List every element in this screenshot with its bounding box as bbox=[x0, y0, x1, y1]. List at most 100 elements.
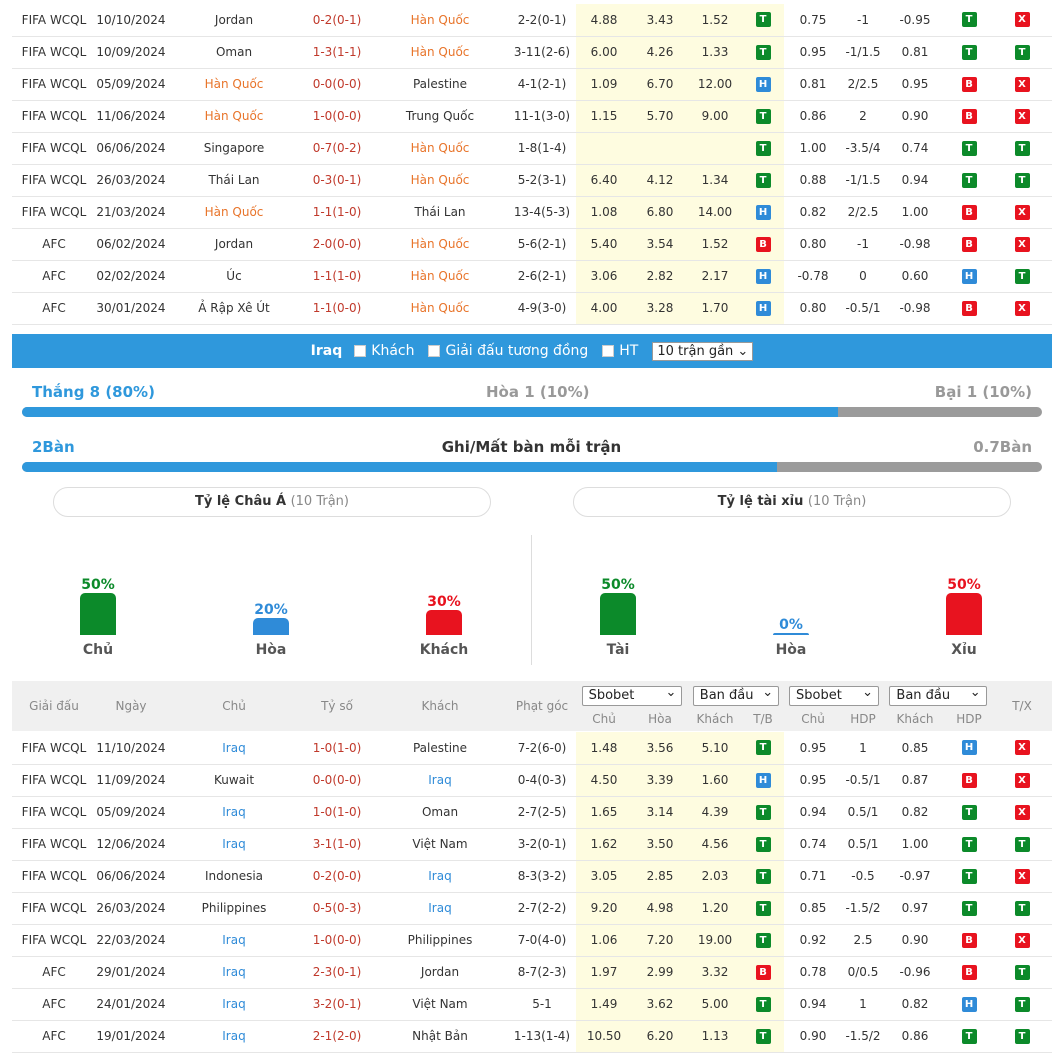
home-team[interactable]: Ả Rập Xê Út bbox=[166, 292, 302, 325]
ah-home: 0.81 bbox=[784, 68, 842, 101]
match-row: FIFA WCQL 22/03/2024 Iraq 1-0(0-0) Philippin… bbox=[12, 924, 1052, 957]
win-stat: Thắng 8 (80%) bbox=[32, 383, 155, 401]
home-team[interactable]: Thái Lan bbox=[166, 164, 302, 197]
ah-type-select[interactable]: Ban đầu bbox=[889, 684, 987, 706]
odds-away-text: 4.39 bbox=[701, 805, 729, 819]
score[interactable]: 1-0(1-0) bbox=[302, 732, 372, 765]
away-team[interactable]: Hàn Quốc bbox=[372, 132, 508, 165]
score[interactable]: 0-0(0-0) bbox=[302, 764, 372, 797]
away-team[interactable]: Iraq bbox=[372, 860, 508, 893]
home-team[interactable]: Jordan bbox=[166, 4, 302, 37]
score[interactable]: 2-1(2-0) bbox=[302, 1020, 372, 1053]
home-team[interactable]: Hàn Quốc bbox=[166, 68, 302, 101]
home-team[interactable]: Philippines bbox=[166, 892, 302, 925]
score[interactable]: 0-3(0-1) bbox=[302, 164, 372, 197]
score[interactable]: 1-0(0-0) bbox=[302, 924, 372, 957]
score[interactable]: 1-1(1-0) bbox=[302, 260, 372, 293]
ou-result: T bbox=[992, 36, 1052, 69]
corners-text: 0-4(0-3) bbox=[517, 773, 567, 787]
same-league-checkbox[interactable] bbox=[428, 345, 441, 357]
home-team[interactable]: Hàn Quốc bbox=[166, 100, 302, 133]
away-team[interactable]: Iraq bbox=[372, 892, 508, 925]
over-under-tab[interactable]: Tỷ lệ tài xỉu (10 Trận) bbox=[573, 487, 1011, 517]
score[interactable]: 1-1(1-0) bbox=[302, 196, 372, 229]
ht-label: HT bbox=[619, 343, 639, 359]
score[interactable]: 1-0(1-0) bbox=[302, 796, 372, 829]
score[interactable]: 3-2(0-1) bbox=[302, 988, 372, 1021]
home-team[interactable]: Iraq bbox=[166, 956, 302, 989]
home-team[interactable]: Úc bbox=[166, 260, 302, 293]
home-team[interactable]: Kuwait bbox=[166, 764, 302, 797]
home-team-text: Indonesia bbox=[204, 869, 264, 883]
away-team[interactable]: Thái Lan bbox=[372, 196, 508, 229]
score[interactable]: 1-1(0-0) bbox=[302, 292, 372, 325]
score[interactable]: 3-1(1-0) bbox=[302, 828, 372, 861]
away-checkbox[interactable] bbox=[354, 345, 367, 357]
score[interactable]: 1-3(1-1) bbox=[302, 36, 372, 69]
away-team[interactable]: Hàn Quốc bbox=[372, 36, 508, 69]
ah-result-badge: H bbox=[961, 996, 977, 1012]
odds-bookmaker-select[interactable]: Sbobet bbox=[581, 684, 683, 706]
odds-type-select[interactable]: Ban đầu bbox=[692, 684, 780, 706]
home-team[interactable]: Singapore bbox=[166, 132, 302, 165]
score[interactable]: 0-0(0-0) bbox=[302, 68, 372, 101]
score[interactable]: 1-0(0-0) bbox=[302, 100, 372, 133]
away-team[interactable]: Hàn Quốc bbox=[372, 260, 508, 293]
score-text: 0-2(0-0) bbox=[312, 869, 362, 883]
home-team[interactable]: Iraq bbox=[166, 796, 302, 829]
away-team[interactable]: Palestine bbox=[372, 732, 508, 765]
league-text: FIFA WCQL bbox=[21, 933, 87, 947]
away-team[interactable]: Việt Nam bbox=[372, 828, 508, 861]
away-team[interactable]: Trung Quốc bbox=[372, 100, 508, 133]
odds-away-text: 14.00 bbox=[697, 205, 733, 219]
home-team[interactable]: Oman bbox=[166, 36, 302, 69]
bar-rect bbox=[600, 593, 636, 635]
score[interactable]: 0-5(0-3) bbox=[302, 892, 372, 925]
home-team[interactable]: Hàn Quốc bbox=[166, 196, 302, 229]
score[interactable]: 2-0(0-0) bbox=[302, 228, 372, 261]
away-team[interactable]: Việt Nam bbox=[372, 988, 508, 1021]
match-count-select[interactable]: 10 trận gần ⌄ bbox=[652, 341, 754, 361]
away-team[interactable]: Nhật Bản bbox=[372, 1020, 508, 1053]
score[interactable]: 2-3(0-1) bbox=[302, 956, 372, 989]
away-team[interactable]: Palestine bbox=[372, 68, 508, 101]
corners-text: 3-2(0-1) bbox=[517, 837, 567, 851]
handicap: 0.5/1 bbox=[842, 796, 884, 829]
ou-result-badge: T bbox=[1014, 44, 1030, 60]
asian-handicap-tab[interactable]: Tỷ lệ Châu Á (10 Trận) bbox=[53, 487, 491, 517]
odds-draw: 3.54 bbox=[632, 228, 688, 261]
league: FIFA WCQL bbox=[12, 796, 96, 829]
away-team[interactable]: Jordan bbox=[372, 956, 508, 989]
away-team[interactable]: Philippines bbox=[372, 924, 508, 957]
away-team[interactable]: Hàn Quốc bbox=[372, 292, 508, 325]
odds-away-text: 1.52 bbox=[701, 12, 729, 27]
odds-draw: 3.14 bbox=[632, 796, 688, 829]
score[interactable]: 0-2(0-0) bbox=[302, 860, 372, 893]
home-team[interactable]: Indonesia bbox=[166, 860, 302, 893]
home-team[interactable]: Iraq bbox=[166, 988, 302, 1021]
league-text: FIFA WCQL bbox=[21, 773, 87, 787]
away-team[interactable]: Hàn Quốc bbox=[372, 4, 508, 37]
away-team[interactable]: Iraq bbox=[372, 764, 508, 797]
score[interactable]: 0-2(0-1) bbox=[302, 4, 372, 37]
ah-home-text: 0.86 bbox=[799, 109, 827, 123]
home-team[interactable]: Iraq bbox=[166, 732, 302, 765]
odds-home: 4.00 bbox=[576, 292, 632, 325]
home-team[interactable]: Iraq bbox=[166, 924, 302, 957]
home-team[interactable]: Jordan bbox=[166, 228, 302, 261]
ah-home-text: 0.85 bbox=[799, 901, 827, 915]
ou-result: T bbox=[992, 1020, 1052, 1053]
handicap-text: -3.5/4 bbox=[845, 141, 881, 155]
score[interactable]: 0-7(0-2) bbox=[302, 132, 372, 165]
corners: 8-7(2-3) bbox=[508, 956, 576, 989]
score-text: 0-3(0-1) bbox=[312, 173, 362, 187]
home-team[interactable]: Iraq bbox=[166, 1020, 302, 1053]
away-team[interactable]: Hàn Quốc bbox=[372, 164, 508, 197]
odds-home-text: 4.88 bbox=[590, 12, 618, 27]
away-team[interactable]: Hàn Quốc bbox=[372, 228, 508, 261]
away-team[interactable]: Oman bbox=[372, 796, 508, 829]
odds-draw-text: 4.12 bbox=[646, 173, 674, 187]
home-team[interactable]: Iraq bbox=[166, 828, 302, 861]
ht-checkbox[interactable] bbox=[602, 345, 615, 357]
ah-bookmaker-select[interactable]: Sbobet bbox=[789, 684, 879, 706]
